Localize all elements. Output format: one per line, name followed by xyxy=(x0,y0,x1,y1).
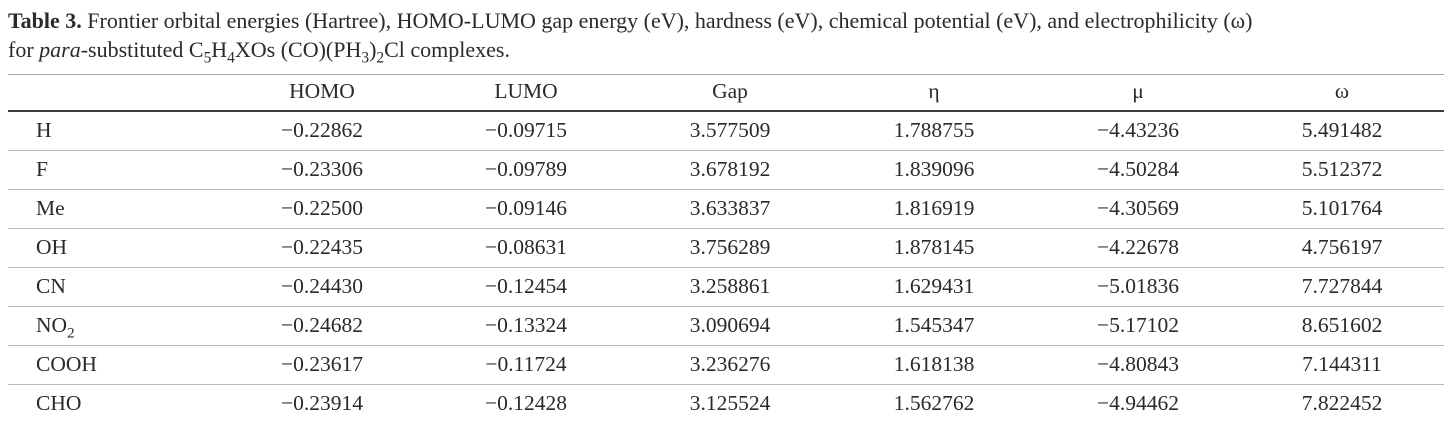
substituent-cell: CN xyxy=(36,273,66,298)
table-body: H −0.22862 −0.09715 3.577509 1.788755 −4.4323… xyxy=(8,111,1444,423)
substituent-column-header xyxy=(8,74,220,111)
value-cell: −0.12428 xyxy=(484,390,567,415)
value-cell: −0.09789 xyxy=(484,156,567,181)
value-cell: −4.22678 xyxy=(1096,234,1179,259)
substituent-cell: H xyxy=(36,117,52,142)
value-cell: 8.651602 xyxy=(1301,312,1383,337)
header-row: HOMO LUMO Gap η μ ω xyxy=(8,74,1444,111)
substituent-cell: OH xyxy=(36,234,68,259)
value-cell: −0.09146 xyxy=(484,195,567,220)
value-cell: 7.822452 xyxy=(1301,390,1383,415)
column-header: LUMO xyxy=(494,78,558,103)
value-cell: −5.17102 xyxy=(1096,312,1179,337)
value-cell: −0.22862 xyxy=(280,117,363,142)
value-cell: 1.562762 xyxy=(893,390,975,415)
value-cell: 7.144311 xyxy=(1302,351,1382,376)
value-cell: 1.618138 xyxy=(893,351,975,376)
table-row: OH −0.22435 −0.08631 3.756289 1.878145 −4.226… xyxy=(8,228,1444,267)
value-cell: 1.788755 xyxy=(893,117,975,142)
value-cell: −4.43236 xyxy=(1096,117,1179,142)
value-cell: 7.727844 xyxy=(1301,273,1383,298)
value-cell: 1.629431 xyxy=(893,273,975,298)
value-cell: −0.08631 xyxy=(484,234,567,259)
value-cell: −0.24430 xyxy=(280,273,363,298)
table-row: CN −0.24430 −0.12454 3.258861 1.629431 −5.018… xyxy=(8,267,1444,306)
value-cell: −4.80843 xyxy=(1096,351,1179,376)
substituent-cell: CHO xyxy=(36,390,82,415)
value-cell: −0.24682 xyxy=(280,312,363,337)
substituent-cell: NO2 xyxy=(36,312,75,341)
value-cell: −4.50284 xyxy=(1096,156,1179,181)
value-cell: −4.94462 xyxy=(1096,390,1179,415)
substituent-cell: Me xyxy=(36,195,65,220)
results-table: HOMO LUMO Gap η μ ω H −0.22862 −0.09715 3.577509… xyxy=(8,74,1444,423)
value-cell: 3.577509 xyxy=(689,117,771,142)
value-cell: 1.878145 xyxy=(893,234,975,259)
value-cell: −0.12454 xyxy=(484,273,567,298)
column-header: μ xyxy=(1132,78,1144,103)
value-cell: 5.491482 xyxy=(1301,117,1383,142)
value-cell: −4.30569 xyxy=(1096,195,1179,220)
value-cell: −5.01836 xyxy=(1096,273,1179,298)
value-cell: −0.09715 xyxy=(484,117,567,142)
value-cell: 5.101764 xyxy=(1301,195,1383,220)
value-cell: −0.11724 xyxy=(485,351,567,376)
table-row: CHO −0.23914 −0.12428 3.125524 1.562762 −4.94… xyxy=(8,384,1444,423)
value-cell: 3.633837 xyxy=(689,195,771,220)
value-cell: −0.22500 xyxy=(280,195,363,220)
table-row: F −0.23306 −0.09789 3.678192 1.839096 −4.5028… xyxy=(8,150,1444,189)
value-cell: 3.756289 xyxy=(689,234,771,259)
value-cell: 3.678192 xyxy=(689,156,771,181)
substituent-cell: F xyxy=(36,156,48,181)
table-row: COOH −0.23617 −0.11724 3.236276 1.618138 −4.8… xyxy=(8,345,1444,384)
value-cell: 5.512372 xyxy=(1301,156,1383,181)
value-cell: 3.125524 xyxy=(689,390,771,415)
table-row: Me −0.22500 −0.09146 3.633837 1.816919 −4.305… xyxy=(8,189,1444,228)
table-caption: Table 3. Frontier orbital energies (Hart… xyxy=(8,8,1253,67)
table-row: NO2 −0.24682 −0.13324 3.090694 1.545347 −5.17… xyxy=(8,306,1444,345)
column-header: ω xyxy=(1334,78,1350,103)
substituent-cell: COOH xyxy=(36,351,97,376)
value-cell: 3.090694 xyxy=(689,312,771,337)
value-cell: −0.23306 xyxy=(280,156,363,181)
value-cell: −0.23617 xyxy=(280,351,363,376)
table-row: H −0.22862 −0.09715 3.577509 1.788755 −4.4323… xyxy=(8,111,1444,150)
value-cell: 1.816919 xyxy=(893,195,975,220)
value-cell: −0.23914 xyxy=(280,390,363,415)
value-cell: 1.839096 xyxy=(893,156,975,181)
column-header: Gap xyxy=(712,78,748,103)
value-cell: −0.22435 xyxy=(280,234,363,259)
value-cell: 4.756197 xyxy=(1301,234,1383,259)
column-header: HOMO xyxy=(289,78,355,103)
value-cell: 3.236276 xyxy=(689,351,771,376)
value-cell: 1.545347 xyxy=(893,312,975,337)
column-header: η xyxy=(928,78,940,103)
value-cell: −0.13324 xyxy=(484,312,567,337)
value-cell: 3.258861 xyxy=(689,273,771,298)
